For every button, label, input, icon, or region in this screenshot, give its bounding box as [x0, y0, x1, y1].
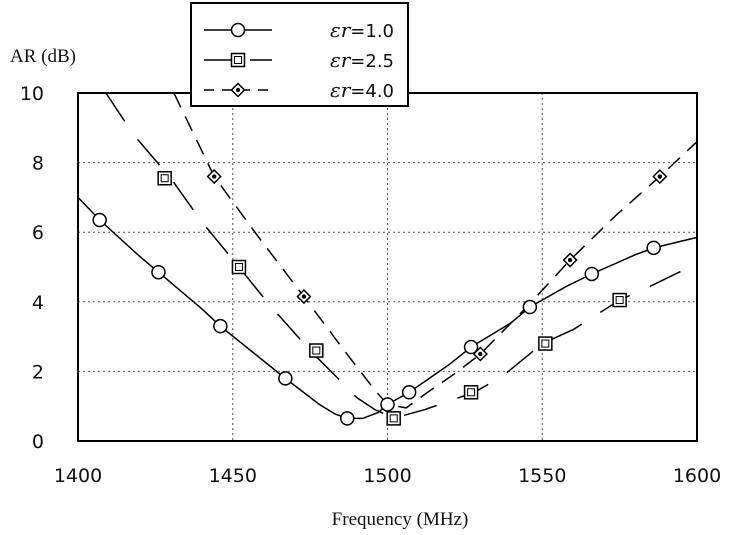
series-3-marker [472, 346, 488, 362]
series-3-marker [652, 168, 668, 185]
series-line-2 [105, 92, 698, 419]
legend: εr=1.0 εr=2.5 εr=4.0 [190, 2, 409, 107]
y-tick-label: 10 [20, 83, 44, 105]
y-tick-label: 8 [32, 153, 44, 175]
series-2-marker [463, 385, 479, 400]
series-1-marker [463, 339, 479, 355]
y-axis-title: AR (dB) [10, 46, 76, 67]
x-tick-label: 1500 [363, 465, 411, 487]
y-tick-label: 6 [32, 222, 44, 244]
series-1-marker [522, 299, 538, 315]
series-1-marker [92, 212, 107, 228]
series-1-marker [340, 411, 355, 426]
y-tick-label: 0 [32, 431, 44, 453]
series-3-marker [296, 289, 312, 305]
series-line-3 [173, 92, 698, 409]
legend-marker-3 [230, 82, 246, 98]
y-tick-label: 2 [32, 361, 44, 383]
series-1-marker [151, 264, 166, 280]
series-2-marker [386, 411, 401, 426]
series-2-marker [309, 343, 324, 358]
legend-label-3: εr=4.0 [330, 78, 394, 102]
x-axis-title: Frequency (MHz) [332, 509, 469, 530]
series-line-1 [77, 196, 698, 420]
grid-lines [78, 93, 697, 441]
x-tick-label: 1550 [518, 465, 566, 487]
legend-marker-2 [230, 52, 246, 68]
y-tick-label: 4 [32, 292, 44, 314]
series-1-marker [380, 397, 395, 412]
legend-marker-1 [230, 22, 246, 38]
tick-labels: 1400 1450 1500 1550 1600 0 2 4 6 8 10 [20, 83, 721, 487]
series-2-marker [538, 336, 553, 351]
legend-label-1: εr=1.0 [330, 18, 394, 42]
series-2-marker [612, 292, 627, 308]
legend-box [190, 2, 409, 107]
series-2-marker [231, 259, 247, 275]
series-1-marker [646, 240, 661, 256]
series-markers [92, 168, 668, 426]
series-1-marker [401, 385, 417, 400]
x-tick-label: 1400 [54, 465, 102, 487]
series-lines [77, 92, 698, 420]
series-1-marker [278, 371, 293, 386]
series-3-marker [562, 252, 578, 268]
legend-label-2: εr=2.5 [330, 48, 394, 72]
series-2-marker [157, 171, 172, 186]
x-tick-label: 1600 [673, 465, 721, 487]
x-tick-label: 1450 [209, 465, 257, 487]
series-1-marker [584, 266, 600, 282]
series-3-marker [206, 168, 222, 185]
series-1-marker [213, 318, 228, 334]
